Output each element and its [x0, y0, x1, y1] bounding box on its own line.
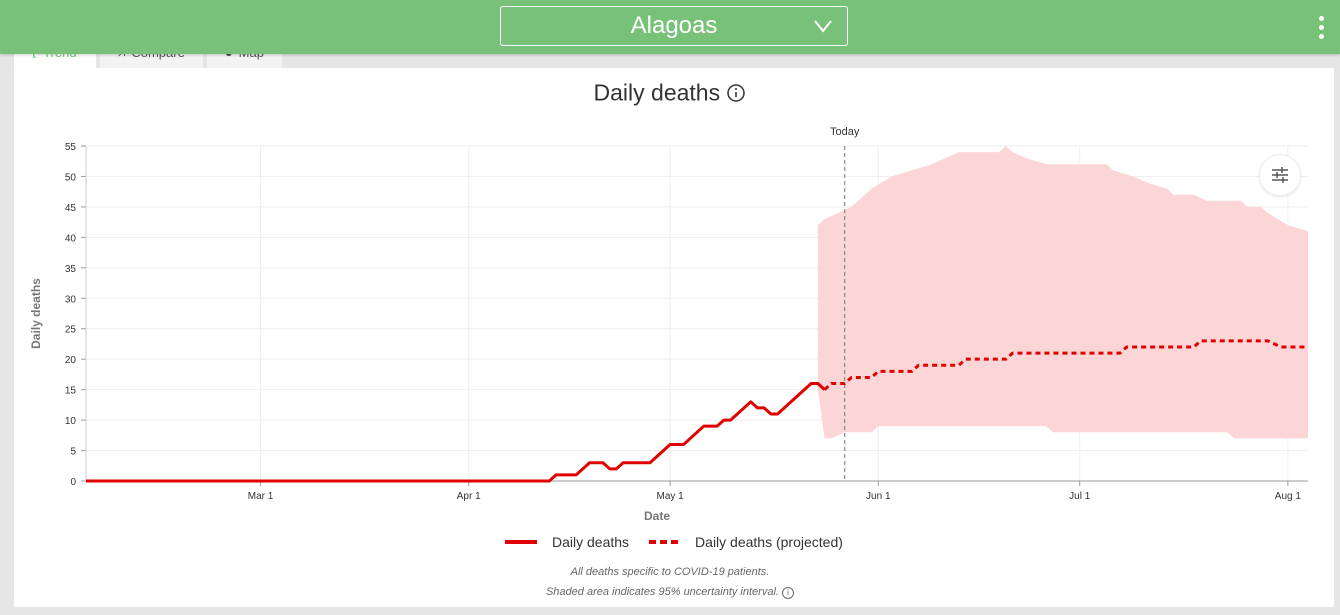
legend-label-projected[interactable]: Daily deaths (projected)	[695, 534, 843, 550]
chart-settings-button[interactable]	[1259, 154, 1301, 196]
chart-card	[14, 68, 1334, 607]
sliders-icon	[1272, 167, 1288, 183]
more-menu-icon[interactable]	[1319, 16, 1324, 43]
app-header: Alagoas	[0, 0, 1340, 54]
chart-title-row: Daily deaths	[0, 78, 1340, 106]
footnote-2: Shaded area indicates 95% uncertainty in…	[545, 586, 779, 598]
legend-dashed-swatch	[649, 540, 682, 544]
chart-legend: Daily deaths Daily deaths (projected)	[505, 534, 843, 550]
chart-title: Daily deaths	[593, 79, 721, 106]
legend-solid-swatch	[505, 540, 537, 544]
region-select[interactable]: Alagoas	[500, 6, 848, 46]
region-select-value: Alagoas	[630, 12, 718, 39]
footnote-2-row: Shaded area indicates 95% uncertainty in…	[0, 586, 1340, 599]
chevron-down-icon	[814, 20, 832, 33]
footnote-1: All deaths specific to COVID-19 patients…	[570, 566, 770, 578]
info-icon[interactable]	[726, 83, 746, 103]
info-icon[interactable]: i	[782, 587, 795, 599]
legend-label-actual[interactable]: Daily deaths	[552, 534, 630, 550]
